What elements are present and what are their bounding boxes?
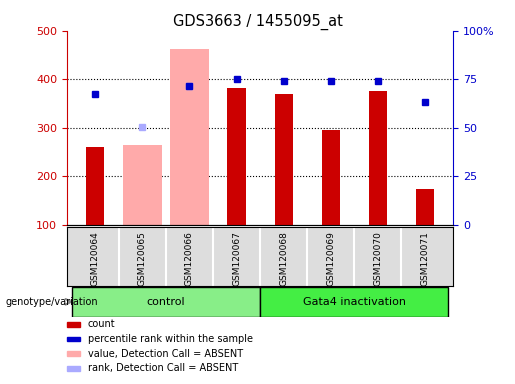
- Text: percentile rank within the sample: percentile rank within the sample: [88, 334, 252, 344]
- Text: GSM120065: GSM120065: [138, 231, 147, 286]
- Text: count: count: [88, 319, 115, 329]
- Text: GSM120070: GSM120070: [373, 231, 382, 286]
- Bar: [72, 287, 260, 317]
- Text: GSM120067: GSM120067: [232, 231, 241, 286]
- Bar: [274, 94, 293, 225]
- Bar: [67, 351, 80, 356]
- Text: GSM120064: GSM120064: [91, 231, 100, 286]
- Text: GDS3663 / 1455095_at: GDS3663 / 1455095_at: [173, 13, 342, 30]
- Bar: [228, 88, 246, 225]
- Text: genotype/variation: genotype/variation: [5, 297, 98, 307]
- Bar: [416, 189, 434, 225]
- Bar: [322, 130, 340, 225]
- Bar: [67, 322, 80, 327]
- Bar: [369, 91, 387, 225]
- Bar: [86, 147, 104, 225]
- Text: GSM120069: GSM120069: [326, 231, 335, 286]
- Bar: [67, 337, 80, 341]
- Bar: [170, 49, 209, 225]
- Text: control: control: [147, 297, 185, 307]
- Text: GSM120068: GSM120068: [279, 231, 288, 286]
- Bar: [67, 366, 80, 371]
- Text: Gata4 inactivation: Gata4 inactivation: [303, 297, 406, 307]
- Text: rank, Detection Call = ABSENT: rank, Detection Call = ABSENT: [88, 363, 238, 373]
- Text: GSM120071: GSM120071: [420, 231, 430, 286]
- Text: GSM120066: GSM120066: [185, 231, 194, 286]
- Text: value, Detection Call = ABSENT: value, Detection Call = ABSENT: [88, 349, 243, 359]
- Bar: [260, 287, 449, 317]
- Bar: [123, 145, 162, 225]
